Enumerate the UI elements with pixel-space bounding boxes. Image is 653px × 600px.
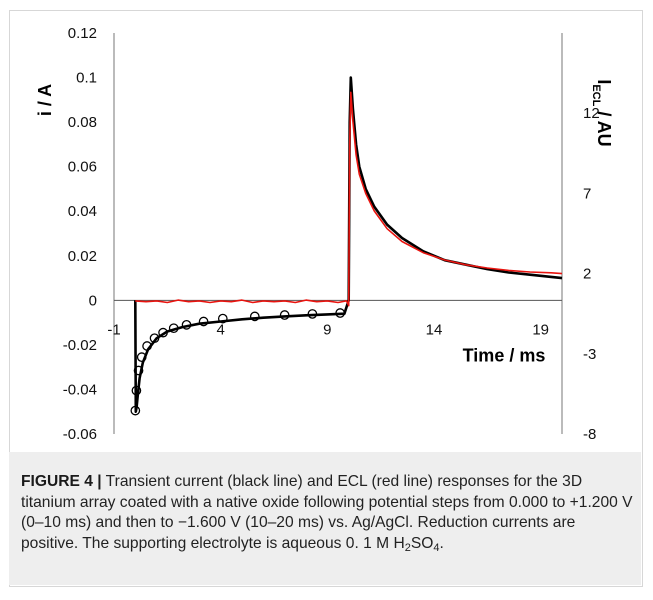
data-point-marker <box>168 323 179 334</box>
x-tick-label: 19 <box>532 321 549 338</box>
y2-axis-title-tail: / AU <box>594 106 614 146</box>
y-tick-label: 0 <box>89 292 97 309</box>
y2-axis-title: IECL / AU <box>590 79 614 146</box>
data-point-marker <box>130 405 141 416</box>
ecl-series-line <box>135 91 563 307</box>
data-point-marker <box>133 365 144 376</box>
data-point-marker <box>198 316 209 327</box>
y-tick-label: 0.02 <box>68 248 97 265</box>
figure-caption: FIGURE 4 | Transient current (black line… <box>21 472 633 558</box>
caption-text: SO <box>410 534 434 552</box>
data-point-marker <box>181 319 192 330</box>
y-tick-label: 0.04 <box>68 203 97 220</box>
y-tick-label: 0.08 <box>68 114 97 131</box>
x-tick-label: 9 <box>323 321 331 338</box>
data-point-marker <box>307 309 318 319</box>
y2-tick-label: 12 <box>583 105 600 122</box>
y2-tick-label: 2 <box>583 266 591 283</box>
y2-tick-label: -3 <box>583 346 596 363</box>
caption-subscript: 4 <box>433 541 440 554</box>
chart: 0.12 0.1 0.08 0.06 0.04 0.02 0 -0.02 -0.04 -0.06 1… <box>35 25 614 443</box>
data-point-marker <box>249 311 260 322</box>
y2-axis-title-sub: ECL <box>590 84 602 106</box>
data-point-marker <box>131 385 142 396</box>
x-tick-label: 14 <box>426 321 443 338</box>
data-point-marker <box>149 333 160 344</box>
x-axis-title: Time / ms <box>463 345 546 365</box>
figure-label: FIGURE 4 | <box>21 473 102 490</box>
y-tick-label: -0.04 <box>63 381 97 398</box>
data-point-marker <box>158 327 168 338</box>
caption-text: Transient current (black line) and ECL (… <box>21 473 633 552</box>
caption-text: . <box>439 534 444 552</box>
y-tick-label: 0.12 <box>68 25 97 42</box>
y2-axis-title-main: I <box>594 79 614 84</box>
y2-tick-label: 7 <box>583 185 591 202</box>
y2-tick-label: -8 <box>583 426 596 443</box>
y-tick-label: 0.06 <box>68 159 97 176</box>
y-axis-title: i / A <box>35 84 55 116</box>
caption-subscript: 2 <box>404 541 411 554</box>
data-point-marker <box>279 310 290 320</box>
data-point-marker <box>217 313 228 324</box>
y-tick-label: -0.06 <box>63 426 97 443</box>
x-tick-label: 4 <box>216 321 224 338</box>
y-tick-label: -0.02 <box>63 337 97 354</box>
y-tick-label: 0.1 <box>76 70 97 87</box>
data-point-marker <box>136 352 147 362</box>
data-point-marker <box>142 341 152 351</box>
x-tick-label: -1 <box>107 321 120 338</box>
data-point-marker <box>335 308 345 318</box>
caption-area: FIGURE 4 | Transient current (black line… <box>9 452 641 585</box>
